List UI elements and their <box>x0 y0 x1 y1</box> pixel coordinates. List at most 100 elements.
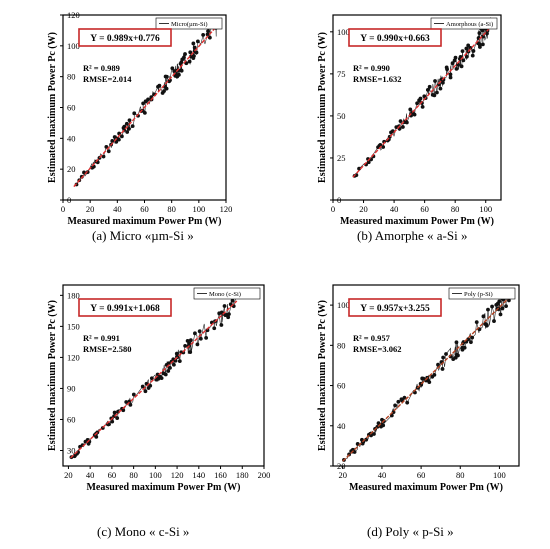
plot-frame <box>62 284 265 467</box>
y-tick-label: 150 <box>67 321 80 331</box>
x-axis-label: Measured maximum Power Pm (W) <box>86 482 240 493</box>
scatter-point <box>143 389 148 394</box>
plot-frame <box>332 14 502 201</box>
scatter-point <box>162 89 166 93</box>
scatter-point <box>461 58 466 63</box>
scatter-point <box>192 54 196 58</box>
fit-equation: Y = 0.990x+0.663 <box>360 34 430 44</box>
y-tick-label: 120 <box>67 10 80 20</box>
plot-frame <box>332 284 520 467</box>
legend-label: Mono (c-Si) <box>209 291 241 298</box>
scatter-point <box>438 86 443 91</box>
x-axis-label: Measured maximum Power Pm (W) <box>340 216 494 227</box>
scatter-point <box>470 53 475 58</box>
y-tick-label: 80 <box>67 72 76 82</box>
scatter-point <box>94 434 99 439</box>
scatter-point <box>101 154 106 159</box>
scatter-point <box>163 372 168 377</box>
scatter-point <box>412 112 417 117</box>
scatter-point <box>195 342 200 347</box>
scatter-point <box>418 96 423 101</box>
panel-caption-c: (c) Mono « c-Si » <box>97 524 190 539</box>
scatter-point <box>204 335 209 340</box>
scatter-point <box>420 104 425 109</box>
scatter-point <box>500 306 505 311</box>
scatter-point <box>198 336 203 341</box>
scatter-point <box>201 32 206 37</box>
scatter-point <box>110 419 115 424</box>
scatter-point <box>183 343 188 348</box>
r-squared-value: R² = 0.991 <box>83 333 120 343</box>
fit-line <box>352 26 491 178</box>
y-axis-label: Estimated maximum Power Pc (W) <box>317 32 328 183</box>
x-tick-label: 40 <box>390 204 399 214</box>
scatter-point <box>205 32 210 37</box>
y-tick-label: 20 <box>337 461 346 471</box>
scatter-point <box>197 329 202 334</box>
scatter-point <box>115 416 120 421</box>
x-tick-label: 20 <box>64 470 73 480</box>
scatter-point <box>492 319 496 323</box>
scatter-point <box>191 41 196 46</box>
scatter-point <box>364 437 369 442</box>
scatter-point <box>148 383 153 388</box>
scatter-point <box>396 399 401 404</box>
scatter-point <box>427 84 432 89</box>
scatter-point <box>146 97 150 102</box>
scatter-point <box>453 55 458 60</box>
y-axis-label: Estimated maximum Power Pc (W) <box>317 300 328 451</box>
scatter-point <box>444 352 448 356</box>
scatter-point <box>369 433 373 438</box>
scatter-point <box>157 83 162 88</box>
scatter-point <box>212 326 217 331</box>
scatter-point <box>219 323 224 327</box>
x-tick-label: 100 <box>479 204 492 214</box>
scatter-point <box>485 323 489 328</box>
scatter-point <box>452 58 457 63</box>
y-axis-label: Estimated maximum Power Pc (W) <box>47 300 58 451</box>
scatter-point <box>398 119 403 124</box>
scatter-point <box>119 134 124 139</box>
rmse-value: RMSE=2.580 <box>83 344 132 354</box>
scatter-point <box>121 408 126 413</box>
scatter-point <box>454 340 459 345</box>
chart-panel-2: 20 40 60 80 100 120 140 160 180 200 30 60 90 120 150 18… <box>47 284 270 493</box>
scatter-point <box>176 72 181 77</box>
scatter-point <box>474 320 479 325</box>
scatter-point <box>372 432 376 436</box>
scatter-point <box>466 43 471 48</box>
panel-caption-b: (b) Amorphe « a-Si » <box>357 228 468 243</box>
legend-box <box>155 17 223 30</box>
scatter-point <box>142 111 147 115</box>
scatter-point <box>481 314 486 319</box>
scatter-point <box>469 340 473 345</box>
scatter-point <box>106 149 111 154</box>
fit-equation: Y = 0.989x+0.776 <box>90 34 160 44</box>
scatter-point <box>128 402 133 407</box>
y-tick-label: 60 <box>337 381 346 391</box>
x-tick-label: 20 <box>339 470 348 480</box>
scatter-point <box>504 304 508 308</box>
scatter-point <box>454 66 459 71</box>
scatter-point <box>179 60 184 65</box>
r-squared-value: R² = 0.990 <box>353 63 390 73</box>
equation-box <box>78 28 172 47</box>
scatter-point <box>222 304 227 308</box>
scatter-point <box>460 49 465 54</box>
scatter-point <box>427 380 432 384</box>
y-tick-label: 0 <box>337 195 341 205</box>
scatter-point <box>124 400 129 404</box>
y-tick-label: 100 <box>337 300 350 310</box>
x-tick-label: 80 <box>456 470 465 480</box>
fit-line <box>342 295 512 462</box>
scatter-point <box>172 69 177 73</box>
x-tick-label: 20 <box>86 204 95 214</box>
scatter-point <box>464 54 469 59</box>
scatter-point <box>480 42 485 47</box>
scatter-point <box>193 331 197 336</box>
x-tick-label: 120 <box>220 204 233 214</box>
scatter-point <box>188 350 193 354</box>
legend-label: Amorphous (a-Si) <box>446 21 493 28</box>
scatter-point <box>188 50 193 55</box>
fit-line <box>73 27 216 188</box>
